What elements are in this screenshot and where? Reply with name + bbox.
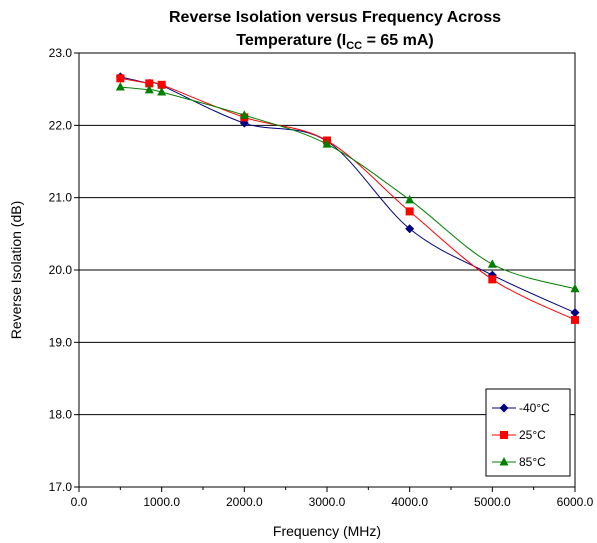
data-point <box>488 275 497 284</box>
data-point <box>322 139 332 148</box>
y-axis-title: Reverse Isolation (dB) <box>8 201 24 340</box>
y-tick-label: 22.0 <box>49 118 73 132</box>
data-point <box>239 110 249 119</box>
data-point <box>570 283 580 293</box>
gridlines <box>79 124 575 416</box>
legend: -40°C 25°C 85°C <box>485 388 571 477</box>
y-tick-label: 19.0 <box>49 335 73 349</box>
series-1 <box>115 72 580 318</box>
chart-title-line-2-suffix: = 65 mA) <box>362 32 434 49</box>
chart-title-line-2: Temperature (ICC = 65 mA) <box>236 32 433 52</box>
data-point <box>405 224 415 234</box>
legend-swatch-marker <box>499 457 509 466</box>
data-point <box>405 207 414 216</box>
data-point <box>487 259 497 268</box>
x-tick-label: 5000.0 <box>474 495 511 509</box>
x-axis-title: Frequency (MHz) <box>273 523 381 539</box>
y-tick-label: 17.0 <box>49 480 73 494</box>
chart-title-line-2-prefix: Temperature (I <box>236 32 346 49</box>
data-point <box>157 80 166 89</box>
data-point <box>116 74 125 83</box>
axis-ticks: 17.0 18.0 19.0 20.0 21.0 22.0 23.0 0.0 1000.0 200… <box>49 46 594 509</box>
y-tick-label: 18.0 <box>49 408 73 422</box>
x-tick-label: 1000.0 <box>143 495 180 509</box>
x-tick-label: 6000.0 <box>557 495 594 509</box>
series-2 <box>116 74 579 324</box>
series-line <box>120 76 576 314</box>
y-tick-label: 23.0 <box>49 46 73 60</box>
legend-label: -40°C <box>519 401 550 415</box>
y-tick-label: 21.0 <box>49 191 73 205</box>
data-point <box>144 84 154 94</box>
data-point <box>157 87 167 96</box>
x-tick-label: 0.0 <box>71 495 88 509</box>
chart-title-line-1: Reverse Isolation versus Frequency Acros… <box>169 9 501 26</box>
legend-swatch-marker <box>500 431 508 439</box>
data-point <box>405 194 415 204</box>
x-tick-label: 4000.0 <box>391 495 428 509</box>
series-layer <box>115 72 580 324</box>
chart-title-line-2-subscript: CC <box>346 40 362 52</box>
data-point <box>115 81 125 91</box>
data-point <box>571 315 579 324</box>
y-tick-label: 20.0 <box>49 263 73 277</box>
data-point <box>570 308 580 318</box>
series-line <box>120 86 576 290</box>
legend-label: 85°C <box>519 455 546 469</box>
legend-swatch-marker <box>499 403 509 413</box>
data-point <box>145 79 154 88</box>
legend-label: 25°C <box>519 428 546 442</box>
x-tick-label: 3000.0 <box>309 495 346 509</box>
x-tick-label: 2000.0 <box>226 495 263 509</box>
series-3 <box>115 81 580 293</box>
series-line <box>120 77 576 321</box>
